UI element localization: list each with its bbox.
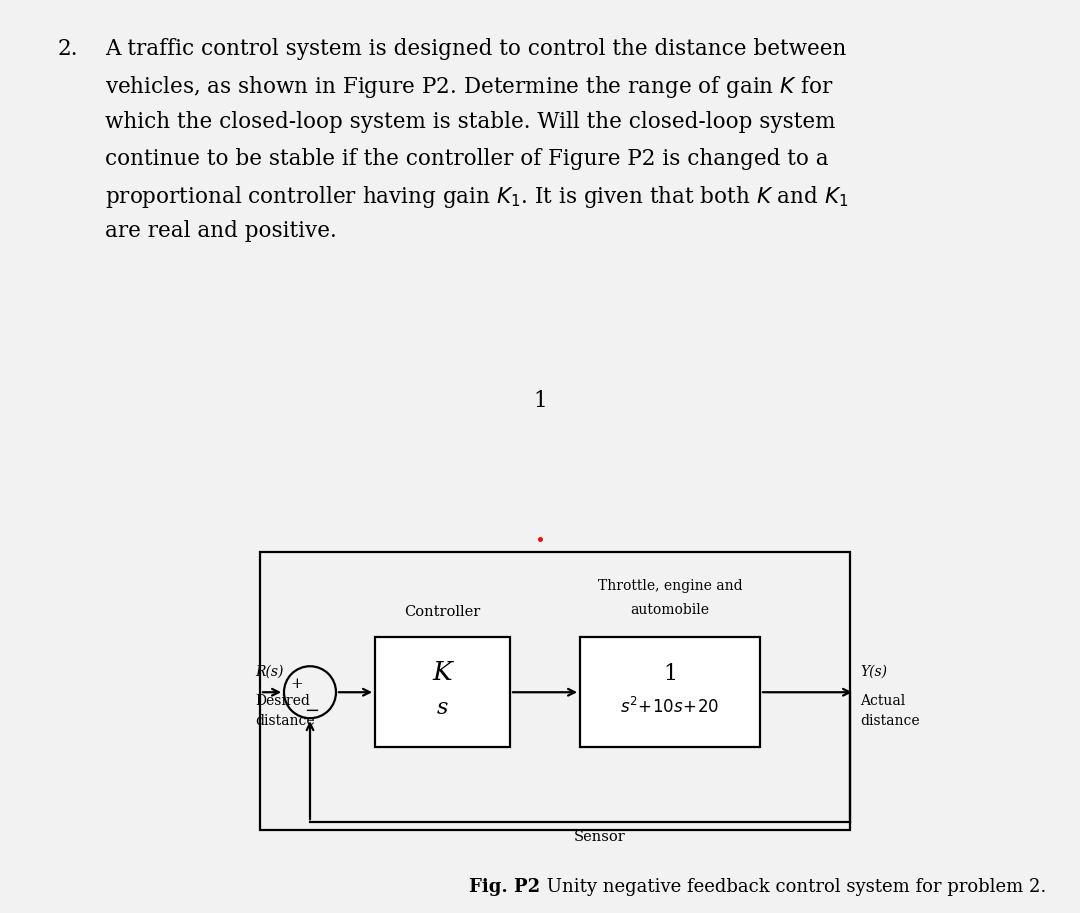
Bar (260, 552, 850, 830)
Bar (375, 637, 510, 747)
Text: automobile: automobile (631, 603, 710, 617)
Text: vehicles, as shown in Figure P2. Determine the range of gain $K$ for: vehicles, as shown in Figure P2. Determi… (105, 75, 834, 100)
Text: A traffic control system is designed to control the distance between: A traffic control system is designed to … (105, 38, 847, 60)
Text: continue to be stable if the controller of Figure P2 is changed to a: continue to be stable if the controller … (105, 148, 828, 170)
Bar (580, 637, 760, 747)
Text: Sensor: Sensor (575, 830, 626, 845)
Text: Unity negative feedback control system for problem 2.: Unity negative feedback control system f… (541, 878, 1047, 896)
Text: 1: 1 (663, 663, 677, 686)
Text: −: − (305, 702, 320, 720)
Text: +: + (291, 677, 303, 691)
Text: Actual: Actual (860, 694, 905, 708)
Text: distance: distance (860, 714, 920, 729)
Text: Y(s): Y(s) (860, 665, 887, 678)
Text: s: s (436, 698, 448, 719)
Text: Desired: Desired (255, 694, 310, 708)
Text: proportional controller having gain $K_1$. It is given that both $K$ and $K_1$: proportional controller having gain $K_1… (105, 184, 849, 210)
Text: Fig. P2: Fig. P2 (469, 878, 540, 896)
Text: 1: 1 (534, 390, 546, 412)
Text: Throttle, engine and: Throttle, engine and (597, 579, 742, 593)
Text: $s^2\!+\!10s\!+\!20$: $s^2\!+\!10s\!+\!20$ (620, 698, 719, 718)
Text: Controller: Controller (404, 605, 481, 619)
Text: are real and positive.: are real and positive. (105, 221, 337, 243)
Text: R(s): R(s) (255, 665, 283, 678)
Text: distance: distance (255, 714, 314, 729)
Text: K: K (433, 660, 453, 686)
Text: which the closed-loop system is stable. Will the closed-loop system: which the closed-loop system is stable. … (105, 111, 836, 133)
Text: 2.: 2. (58, 38, 79, 60)
